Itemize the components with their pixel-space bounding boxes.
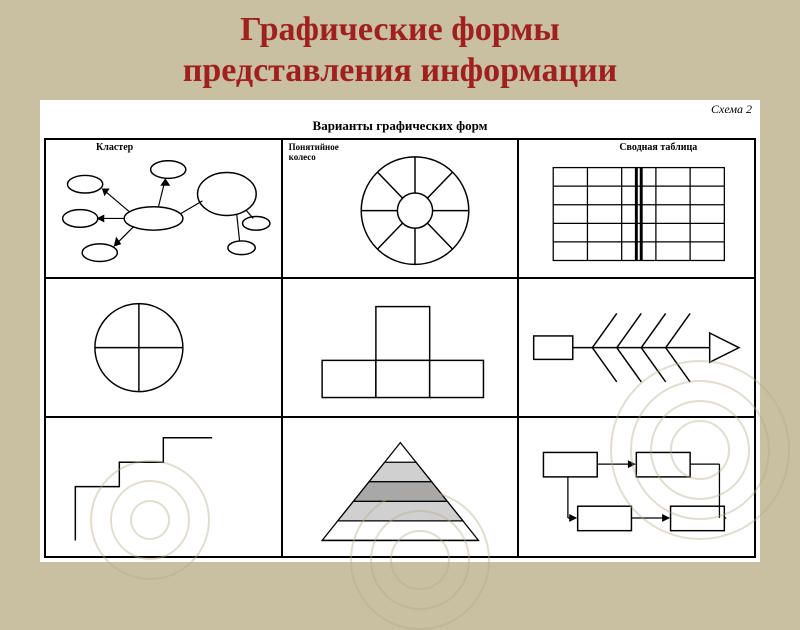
cell-summary-table: Сводная таблица <box>518 139 755 278</box>
title-line-1: Графические формы <box>0 10 800 51</box>
panel-heading: Варианты графических форм <box>44 118 756 134</box>
cell-cluster-label: Кластер <box>96 142 133 153</box>
cell-circle-quarters <box>45 278 282 417</box>
cell-table-label: Сводная таблица <box>619 142 697 153</box>
background-swirl <box>670 420 730 480</box>
cell-concept-wheel: Понятийное колесо <box>282 139 519 278</box>
title-line-2: представления информации <box>0 51 800 92</box>
cell-cluster: Кластер <box>45 139 282 278</box>
circle-quarters-icon <box>46 279 281 416</box>
schema-label: Схема 2 <box>711 102 752 117</box>
table-icon <box>519 140 754 277</box>
page-title: Графические формы представления информац… <box>0 0 800 92</box>
background-swirl <box>130 500 170 540</box>
cluster-icon <box>46 140 281 277</box>
cell-wheel-label: Понятийное колесо <box>289 142 339 162</box>
cell-bar-shape <box>282 278 519 417</box>
bar-shape-icon <box>283 279 518 416</box>
background-swirl <box>390 530 450 590</box>
